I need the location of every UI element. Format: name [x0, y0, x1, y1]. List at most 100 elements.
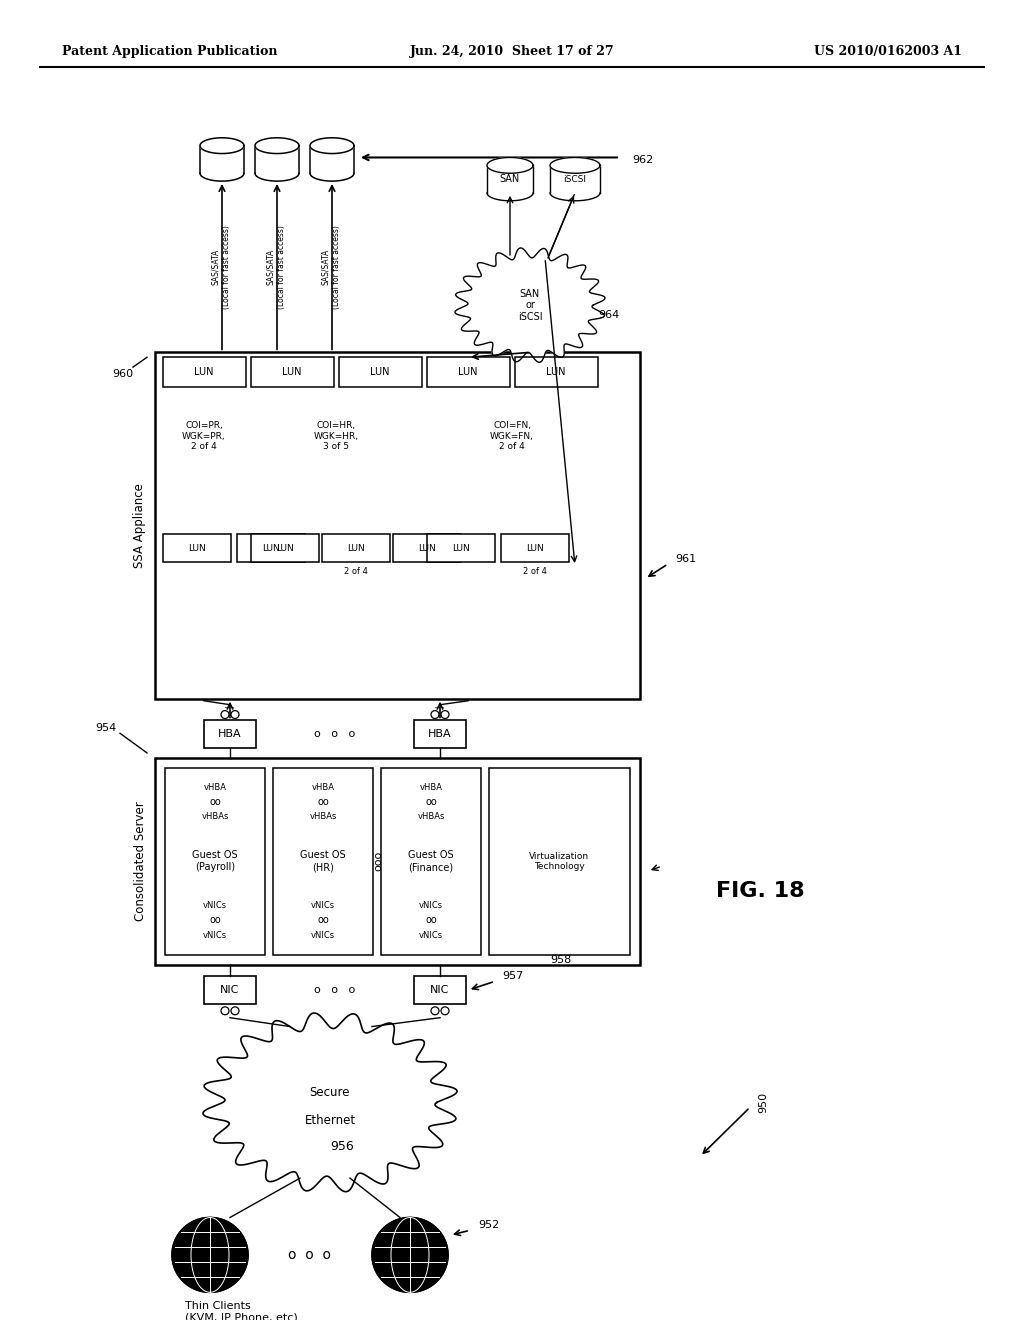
Text: 2 of 4: 2 of 4 — [523, 568, 547, 577]
Bar — [414, 977, 466, 1005]
Text: 950: 950 — [758, 1092, 768, 1113]
Text: ...: ... — [224, 698, 236, 711]
Text: 964: 964 — [598, 310, 620, 319]
Text: 961: 961 — [675, 554, 696, 564]
Bar — [204, 721, 256, 748]
Text: LUN: LUN — [276, 544, 294, 553]
Bar — [165, 768, 265, 954]
Bar — [155, 352, 640, 698]
Text: 952: 952 — [478, 1221, 500, 1230]
Circle shape — [221, 710, 229, 718]
Bar — [273, 768, 373, 954]
Text: vNICs: vNICs — [419, 902, 443, 909]
Text: 960: 960 — [112, 370, 133, 379]
Bar — [381, 768, 481, 954]
Text: vHBA: vHBA — [420, 783, 442, 792]
Text: vHBAs: vHBAs — [202, 812, 228, 821]
Text: 956: 956 — [330, 1140, 354, 1154]
Text: LUN: LUN — [347, 544, 365, 553]
Text: SAS/SATA
(Local for fast access): SAS/SATA (Local for fast access) — [322, 224, 341, 309]
Text: oo: oo — [209, 915, 221, 925]
Polygon shape — [487, 157, 534, 173]
Bar — [393, 535, 461, 562]
Text: Patent Application Publication: Patent Application Publication — [62, 45, 278, 58]
Text: SSA Appliance: SSA Appliance — [133, 483, 146, 568]
Text: 2 of 4: 2 of 4 — [344, 568, 368, 577]
Circle shape — [431, 1007, 439, 1015]
Text: LUN: LUN — [188, 544, 206, 553]
Polygon shape — [255, 137, 299, 153]
Text: vNICs: vNICs — [203, 902, 227, 909]
Text: vNICs: vNICs — [311, 931, 335, 940]
Text: iSCSI: iSCSI — [563, 174, 587, 183]
Text: oo: oo — [317, 915, 329, 925]
Circle shape — [441, 1007, 449, 1015]
Text: LUN: LUN — [262, 544, 280, 553]
Text: Thin Clients
(KVM, IP Phone, etc): Thin Clients (KVM, IP Phone, etc) — [185, 1302, 298, 1320]
Polygon shape — [455, 248, 605, 362]
Text: COI=PR,
WGK=PR,
2 of 4: COI=PR, WGK=PR, 2 of 4 — [182, 421, 226, 451]
Text: vNICs: vNICs — [419, 931, 443, 940]
Text: oo: oo — [317, 797, 329, 807]
Text: NIC: NIC — [220, 985, 240, 995]
Text: Ethernet: Ethernet — [304, 1114, 355, 1126]
Text: 957: 957 — [502, 972, 523, 981]
Text: 962: 962 — [632, 156, 653, 165]
Text: LUN: LUN — [371, 367, 390, 378]
Text: LUN: LUN — [526, 544, 544, 553]
Bar — [322, 535, 390, 562]
Text: Guest OS
(Payroll): Guest OS (Payroll) — [193, 850, 238, 873]
Bar — [237, 535, 305, 562]
Bar — [339, 358, 422, 387]
Bar — [163, 358, 246, 387]
Text: ...: ... — [434, 698, 446, 711]
Text: LUN: LUN — [453, 544, 470, 553]
Polygon shape — [172, 1217, 248, 1292]
Circle shape — [431, 710, 439, 718]
Polygon shape — [550, 165, 600, 193]
Bar — [515, 358, 598, 387]
Circle shape — [441, 710, 449, 718]
Text: Secure: Secure — [309, 1086, 350, 1100]
Circle shape — [221, 1007, 229, 1015]
Polygon shape — [487, 165, 534, 193]
Text: vHBA: vHBA — [204, 783, 226, 792]
Text: LUN: LUN — [283, 367, 302, 378]
Text: SAN: SAN — [500, 174, 520, 183]
Bar — [163, 535, 231, 562]
Bar — [155, 758, 640, 965]
Polygon shape — [203, 1012, 457, 1192]
Text: SAN
or
iSCSI: SAN or iSCSI — [518, 289, 543, 322]
Bar — [204, 977, 256, 1005]
Text: NIC: NIC — [430, 985, 450, 995]
Text: HBA: HBA — [218, 729, 242, 739]
Text: vNICs: vNICs — [311, 902, 335, 909]
Polygon shape — [310, 137, 354, 153]
Circle shape — [231, 710, 239, 718]
Polygon shape — [255, 145, 299, 173]
Text: oo: oo — [425, 915, 437, 925]
Text: US 2010/0162003 A1: US 2010/0162003 A1 — [814, 45, 962, 58]
Text: vHBA: vHBA — [311, 783, 335, 792]
Text: LUN: LUN — [459, 367, 478, 378]
Bar — [427, 535, 495, 562]
Text: ooo: ooo — [373, 851, 383, 871]
Bar — [489, 768, 630, 954]
Bar — [414, 721, 466, 748]
Text: 958: 958 — [550, 954, 571, 965]
Text: Guest OS
(Finance): Guest OS (Finance) — [409, 850, 454, 873]
Text: LUN: LUN — [195, 367, 214, 378]
Polygon shape — [200, 137, 244, 153]
Text: Consolidated Server: Consolidated Server — [133, 801, 146, 921]
Text: COI=FN,
WGK=FN,
2 of 4: COI=FN, WGK=FN, 2 of 4 — [490, 421, 534, 451]
Text: vHBAs: vHBAs — [309, 812, 337, 821]
Text: LUN: LUN — [546, 367, 565, 378]
Text: 954: 954 — [96, 723, 117, 734]
Text: Guest OS
(HR): Guest OS (HR) — [300, 850, 346, 873]
Bar — [501, 535, 569, 562]
Circle shape — [231, 1007, 239, 1015]
Polygon shape — [550, 157, 600, 173]
Text: oo: oo — [425, 797, 437, 807]
Text: vHBAs: vHBAs — [418, 812, 444, 821]
Polygon shape — [372, 1217, 449, 1292]
